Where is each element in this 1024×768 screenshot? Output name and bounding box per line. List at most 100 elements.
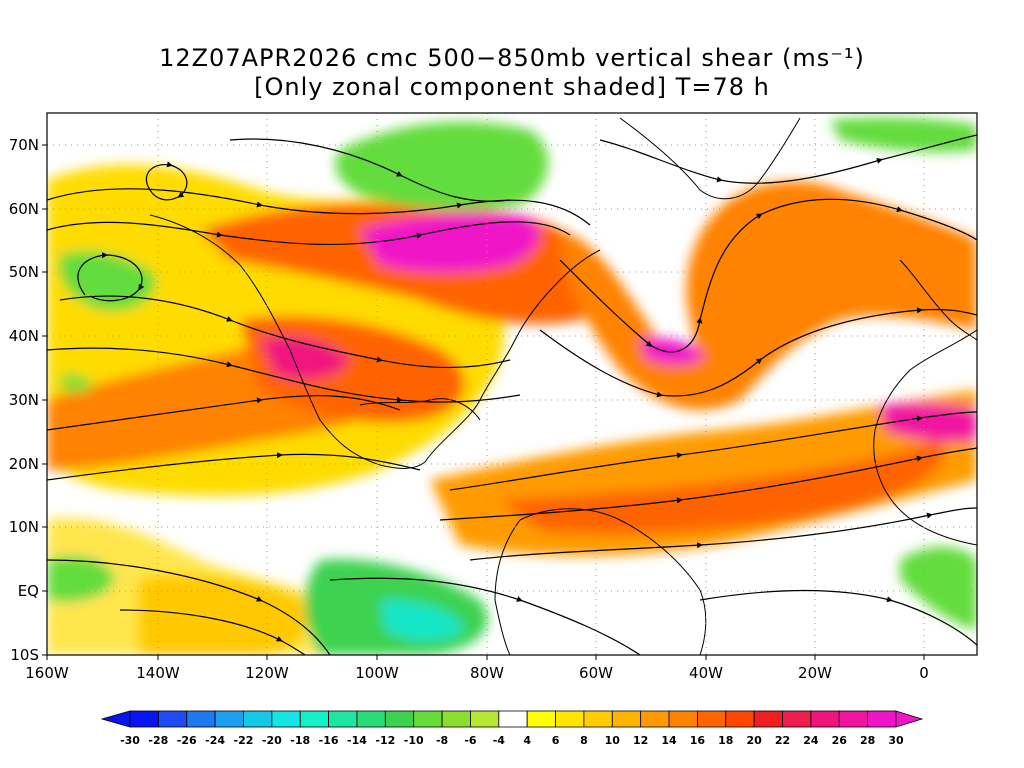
colorbar-swatch	[498, 710, 528, 728]
colorbar-label: 6	[552, 734, 560, 747]
lon-label: 80W	[470, 664, 504, 682]
streamline	[559, 198, 977, 353]
coast-north-america-east	[424, 249, 601, 463]
lon-label: 100W	[355, 664, 399, 682]
colorbar-label: -12	[375, 734, 395, 747]
colorbar-label: -18	[290, 734, 310, 747]
colorbar-swatch	[782, 710, 812, 728]
colorbar-label: 20	[746, 734, 762, 747]
lon-labels: 160W 140W 120W 100W 80W 60W 40W 20W 0	[25, 664, 929, 682]
colorbar-swatch	[470, 710, 500, 728]
streamline	[47, 559, 331, 655]
lon-axis	[46, 655, 925, 660]
colorbar-swatch	[526, 710, 556, 728]
colorbar-swatch	[867, 710, 897, 728]
colorbar-label: -6	[464, 734, 477, 747]
colorbar-swatch	[697, 710, 727, 728]
shade-neg-south-pacific-core	[380, 599, 465, 642]
colorbar-swatch	[384, 710, 415, 728]
colorbar-swatch	[413, 710, 443, 728]
streamline	[599, 134, 977, 184]
colorbar-swatch	[668, 710, 698, 728]
chart-subtitle: [Only zonal component shaded] T=78 h	[254, 73, 770, 101]
map-frame	[46, 112, 978, 656]
colorbar-label: -4	[493, 734, 506, 747]
coast-iberia-europe	[899, 259, 977, 341]
streamline	[59, 295, 511, 369]
lon-label: 140W	[136, 664, 180, 682]
lat-label: EQ	[18, 582, 39, 600]
lon-label: 160W	[25, 664, 69, 682]
coast-south-america-west	[494, 519, 521, 655]
colorbar-label: 24	[803, 734, 819, 747]
colorbar-swatch	[555, 710, 585, 728]
streamline	[47, 452, 421, 481]
colorbar-swatch	[157, 710, 188, 728]
colorbar-swatch	[214, 710, 244, 728]
colorbar-label: 4	[523, 734, 531, 747]
colorbar-swatch	[356, 710, 386, 728]
shade-neg-baja	[60, 373, 92, 394]
streamline	[699, 589, 977, 646]
colorbar-label: 22	[775, 734, 790, 747]
colorbar-label: -26	[177, 734, 197, 747]
streamline-eddy	[145, 161, 188, 201]
colorbar-label: 18	[718, 734, 733, 747]
streamline	[47, 395, 401, 431]
lat-label: 60N	[9, 200, 39, 218]
streamline	[47, 347, 521, 403]
colorbar-swatch	[299, 710, 329, 728]
colorbar-swatch	[810, 710, 840, 728]
colorbar-label: 8	[580, 734, 588, 747]
colorbar-label: -16	[319, 734, 339, 747]
colorbar-label: -8	[436, 734, 448, 747]
colorbar-swatch	[328, 710, 358, 728]
colorbar-swatch	[243, 710, 273, 728]
colorbar-swatch	[271, 710, 301, 728]
shade-jet-canada-max	[360, 213, 540, 273]
map-area	[47, 113, 977, 655]
streamline	[47, 221, 571, 246]
colorbar-label: 28	[860, 734, 875, 747]
colorbar-label: -10	[404, 734, 424, 747]
chart-title: 12Z07APR2026 cmc 500−850mb vertical shea…	[159, 44, 865, 72]
colorbar-swatch	[129, 710, 159, 728]
streamlines	[47, 134, 977, 655]
lat-label: 20N	[9, 455, 39, 473]
lat-label: 10S	[10, 646, 39, 664]
lon-label: 120W	[245, 664, 289, 682]
colorbar-arrow-left	[100, 710, 131, 728]
colorbar-label: -30	[120, 734, 140, 747]
streamline	[119, 609, 306, 655]
shade-south-pacific-light	[47, 518, 360, 655]
colorbar-label: -24	[205, 734, 225, 747]
colorbar-swatch	[583, 710, 613, 728]
colorbar-arrow-right	[895, 710, 924, 728]
lon-label: 60W	[579, 664, 613, 682]
shade-neg-labrador	[335, 121, 549, 211]
colorbar-label: 14	[661, 734, 677, 747]
lon-label: 20W	[798, 664, 832, 682]
streamline	[329, 577, 641, 655]
shade-neg-east-pacific	[47, 556, 115, 602]
colorbar-swatch	[186, 710, 216, 728]
colorbar-label: 26	[832, 734, 848, 747]
lat-labels: 70N 60N 50N 40N 30N 20N 10N EQ 10S	[9, 136, 39, 664]
colorbar-swatch	[640, 710, 670, 728]
colorbar-swatch	[441, 710, 471, 728]
coast-gulf	[359, 398, 481, 421]
lon-label: 0	[919, 664, 929, 682]
colorbar-label: 10	[605, 734, 621, 747]
streamline	[469, 507, 977, 561]
colorbar-label: -20	[262, 734, 282, 747]
colorbar-label: 30	[888, 734, 904, 747]
streamline	[439, 447, 977, 521]
colorbar-label: -22	[234, 734, 254, 747]
colorbar-label: -28	[148, 734, 168, 747]
lat-label: 70N	[9, 136, 39, 154]
lon-label: 40W	[689, 664, 723, 682]
colorbar: -30 -28 -26 -24 -22 -20 -18 -16 -14 -12 -10 -8 -6 -4 4…	[100, 710, 924, 747]
colorbar-label: 16	[690, 734, 706, 747]
lat-label: 10N	[9, 518, 39, 536]
